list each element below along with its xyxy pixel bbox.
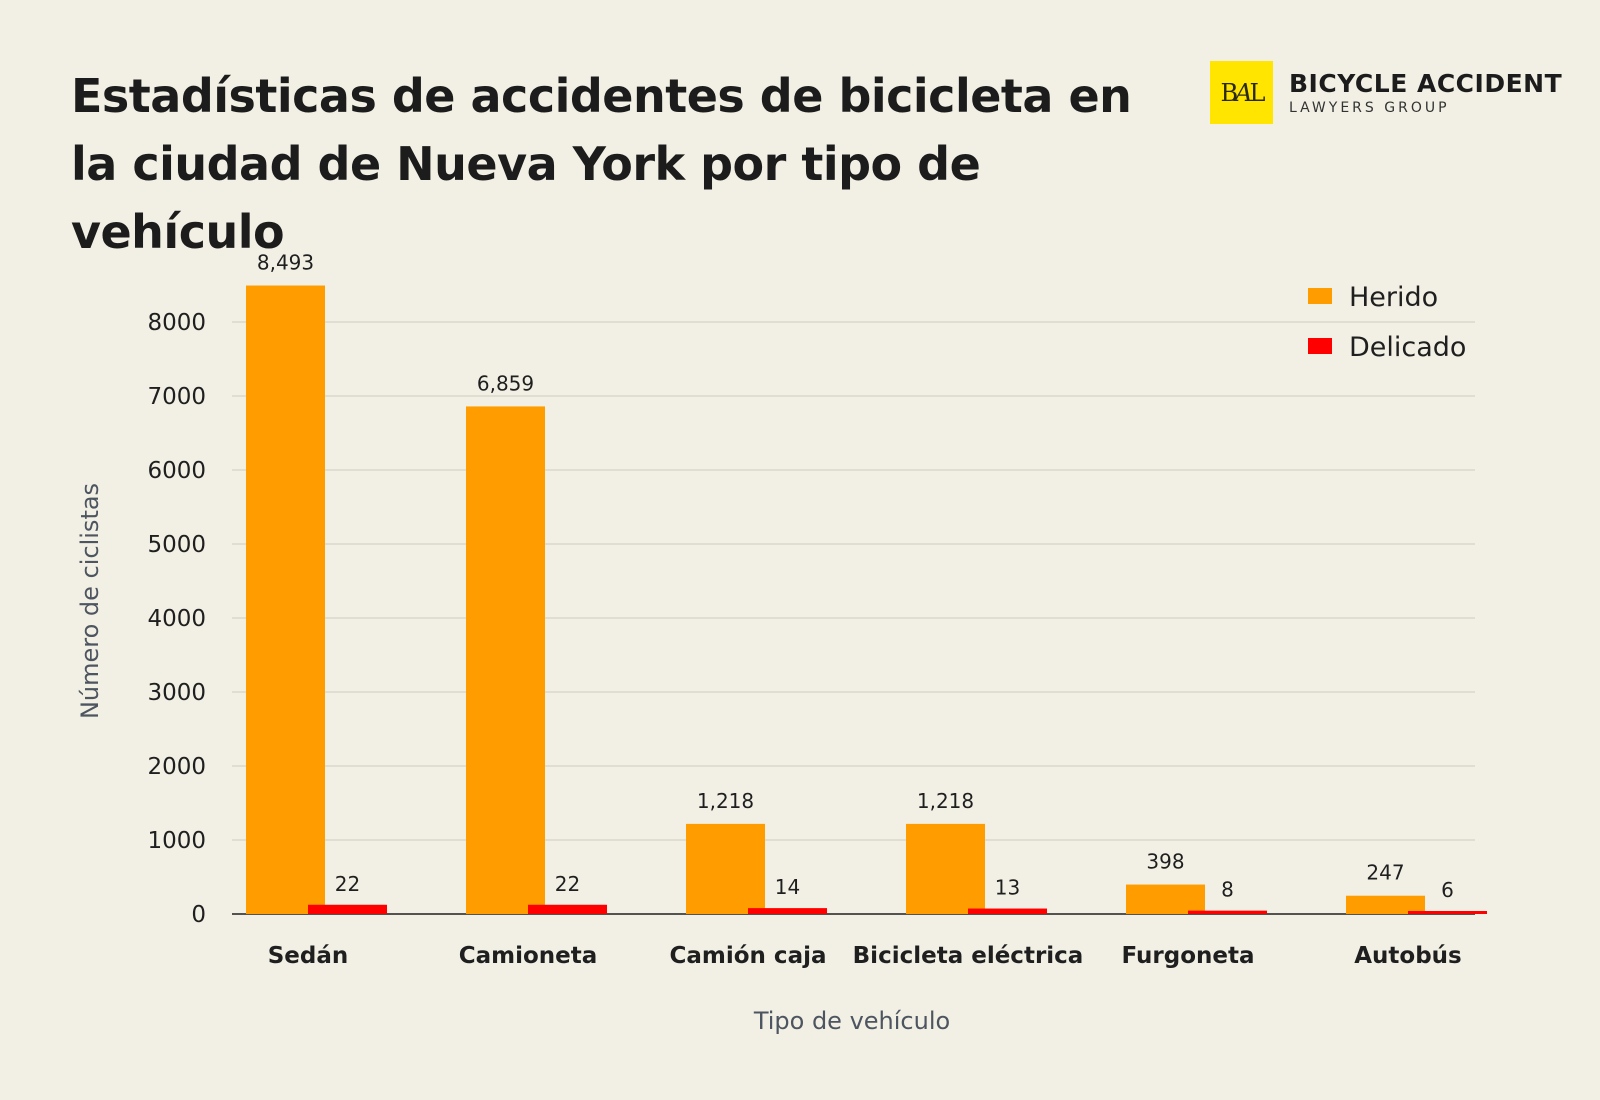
logo-sub-text: LAWYERS GROUP <box>1289 100 1450 116</box>
x-tick-label: Sedán <box>268 943 349 969</box>
legend-label: Delicado <box>1349 332 1466 363</box>
y-tick-label: 2000 <box>147 754 206 780</box>
y-tick-label: 6000 <box>147 458 206 484</box>
data-label-delicado: 8 <box>1221 878 1234 902</box>
data-label-herido: 8,493 <box>257 251 314 275</box>
data-label-delicado: 14 <box>775 875 800 899</box>
y-tick-label: 3000 <box>147 680 206 706</box>
x-tick-label: Autobús <box>1354 943 1462 969</box>
logo-main-text: BICYCLE ACCIDENT <box>1289 69 1563 98</box>
data-label-herido: 6,859 <box>477 371 534 395</box>
bar-herido <box>1126 884 1205 914</box>
data-label-delicado: 13 <box>995 876 1020 900</box>
data-label-delicado: 22 <box>555 872 580 896</box>
data-label-herido: 398 <box>1146 850 1184 874</box>
y-tick-label: 5000 <box>147 532 206 558</box>
x-axis-title: Tipo de vehículo <box>753 1007 950 1035</box>
bar-delicado <box>1188 910 1267 914</box>
bar-herido <box>1346 895 1425 914</box>
x-tick-label: Bicicleta eléctrica <box>853 943 1084 969</box>
legend-label: Herido <box>1349 282 1438 313</box>
y-axis-title: Número de ciclistas <box>76 483 104 719</box>
y-tick-label: 7000 <box>147 384 206 410</box>
bar-herido <box>906 823 985 914</box>
legend-swatch <box>1308 338 1332 354</box>
bar-herido <box>466 406 545 914</box>
chart-title: Estadísticas de accidentes de bicicleta … <box>71 69 1132 259</box>
bar-delicado <box>1408 911 1487 914</box>
y-tick-label: 4000 <box>147 606 206 632</box>
legend-swatch <box>1308 288 1332 304</box>
y-tick-label: 8000 <box>147 310 206 336</box>
bar-delicado <box>528 904 607 914</box>
bar-herido <box>686 823 765 914</box>
legend: Herido Delicado <box>1308 282 1466 363</box>
data-label-delicado: 22 <box>335 872 360 896</box>
data-label-herido: 1,218 <box>697 789 754 813</box>
y-tick-label: 1000 <box>147 828 206 854</box>
bar-delicado <box>748 908 827 914</box>
bar-herido <box>246 285 325 914</box>
y-tick-label: 0 <box>191 902 206 928</box>
x-tick-label: Camión caja <box>670 943 827 969</box>
bar-delicado <box>308 904 387 914</box>
data-label-herido: 1,218 <box>917 789 974 813</box>
data-label-herido: 247 <box>1366 861 1404 885</box>
x-tick-label: Furgoneta <box>1121 943 1254 969</box>
bar-delicado <box>968 908 1047 914</box>
x-tick-label: Camioneta <box>459 943 598 969</box>
data-label-delicado: 6 <box>1441 878 1454 902</box>
